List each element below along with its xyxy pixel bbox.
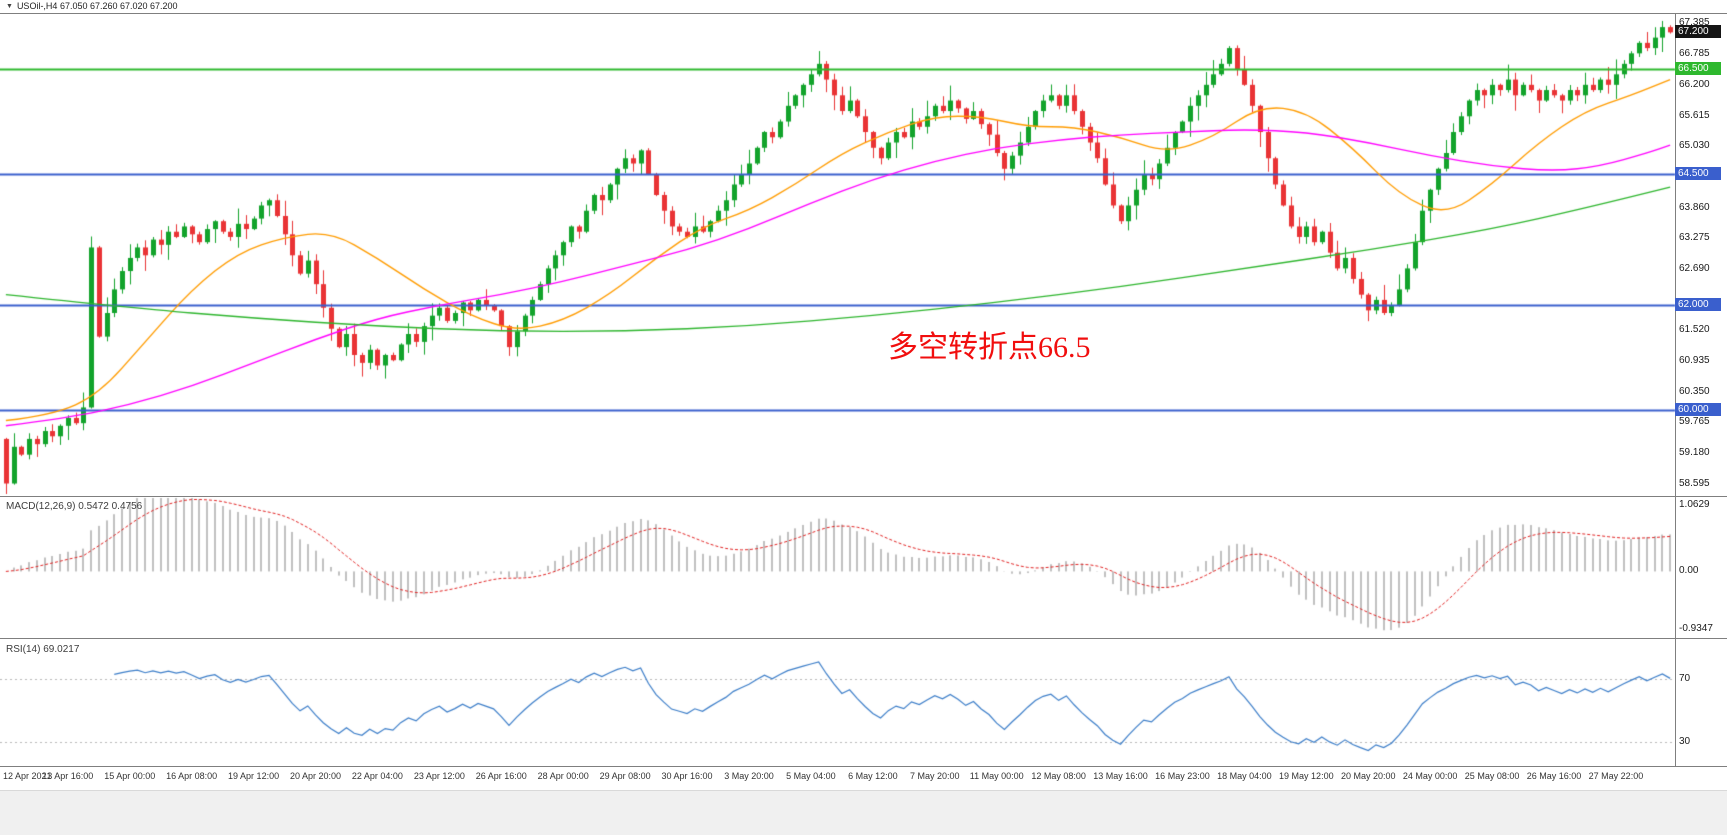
date-label: 15 Apr 00:00 xyxy=(104,771,156,781)
date-label: 22 Apr 04:00 xyxy=(351,771,403,781)
price-tick-label: 61.520 xyxy=(1679,324,1710,336)
date-label: 6 May 12:00 xyxy=(848,771,898,781)
hline-price-label: 62.000 xyxy=(1675,298,1721,312)
symbol-dropdown-icon[interactable]: ▼ xyxy=(6,3,13,10)
date-label: 28 Apr 00:00 xyxy=(537,771,589,781)
date-label: 26 May 16:00 xyxy=(1526,771,1582,781)
date-label: 12 Apr 2021 xyxy=(3,771,52,781)
price-tick-label: 63.275 xyxy=(1679,232,1710,244)
price-tick-label: 66.785 xyxy=(1679,48,1710,60)
date-label: 27 May 22:00 xyxy=(1588,771,1644,781)
price-tick-label: 58.595 xyxy=(1679,477,1710,489)
axis-separator xyxy=(1675,13,1676,766)
hline-price-label: 64.500 xyxy=(1675,167,1721,180)
date-label: 30 Apr 16:00 xyxy=(661,771,713,781)
date-label: 5 May 04:00 xyxy=(786,771,836,781)
chart-top-border xyxy=(0,13,1727,14)
date-label: 18 May 04:00 xyxy=(1217,771,1272,781)
date-label: 23 Apr 12:00 xyxy=(413,771,465,781)
chart-annotation-text[interactable]: 多空转折点66.5 xyxy=(888,331,1091,364)
date-label: 20 May 20:00 xyxy=(1340,771,1396,781)
horizontal-scrollbar[interactable] xyxy=(0,790,1727,835)
macd-axis-label: -0.9347 xyxy=(1679,623,1713,634)
date-label: 19 Apr 12:00 xyxy=(228,771,280,781)
date-label: 11 May 00:00 xyxy=(969,771,1024,781)
date-label: 13 May 16:00 xyxy=(1093,771,1148,781)
macd-axis-label: 0.00 xyxy=(1679,565,1699,577)
price-tick-label: 65.030 xyxy=(1679,140,1710,152)
date-label: 20 Apr 20:00 xyxy=(289,771,342,781)
price-tick-label: 60.935 xyxy=(1679,355,1710,367)
hline-price-label: 60.000 xyxy=(1675,403,1721,417)
price-tick-label: 59.765 xyxy=(1679,416,1710,428)
date-label: 26 Apr 16:00 xyxy=(475,771,527,781)
macd-indicator-label: MACD(12,26,9) 0.5472 0.4756 xyxy=(6,501,143,512)
price-tick-label: 60.350 xyxy=(1679,385,1710,397)
rsi-indicator-label: RSI(14) 69.0217 xyxy=(6,644,80,655)
price-tick-label: 63.860 xyxy=(1679,201,1710,213)
date-label: 29 Apr 08:00 xyxy=(599,771,651,781)
price-tick-label: 59.180 xyxy=(1679,447,1710,459)
date-label: 25 May 08:00 xyxy=(1464,771,1520,781)
date-label: 13 Apr 16:00 xyxy=(42,771,94,781)
pane-separator-macd-rsi[interactable] xyxy=(0,638,1727,639)
symbol-ohlc-info: USOil-,H4 67.050 67.260 67.020 67.200 xyxy=(16,1,178,11)
date-label: 12 May 08:00 xyxy=(1031,771,1086,781)
date-label: 16 Apr 08:00 xyxy=(166,771,218,781)
pane-separator-rsi-time xyxy=(0,766,1727,767)
price-tick-label: 62.690 xyxy=(1679,262,1710,274)
current-price-label: 67.200 xyxy=(1675,25,1721,39)
date-label: 7 May 20:00 xyxy=(909,771,960,781)
date-label: 19 May 12:00 xyxy=(1279,771,1334,781)
price-tick-label: 66.200 xyxy=(1679,78,1710,90)
chart-header: ▼ USOil-,H4 67.050 67.260 67.020 67.200 xyxy=(6,0,178,13)
hline-price-label: 66.500 xyxy=(1675,62,1721,76)
pane-separator-main-macd[interactable] xyxy=(0,496,1727,497)
date-label: 24 May 00:00 xyxy=(1402,771,1458,781)
date-label: 3 May 20:00 xyxy=(724,771,774,781)
macd-axis-label: 1.0629 xyxy=(1679,499,1710,510)
rsi-level-label: 70 xyxy=(1679,673,1691,685)
price-tick-label: 65.615 xyxy=(1679,109,1710,121)
date-label: 16 May 23:00 xyxy=(1155,771,1210,781)
price-tick-label: 67.385 xyxy=(1679,16,1710,28)
rsi-level-label: 30 xyxy=(1679,736,1691,748)
